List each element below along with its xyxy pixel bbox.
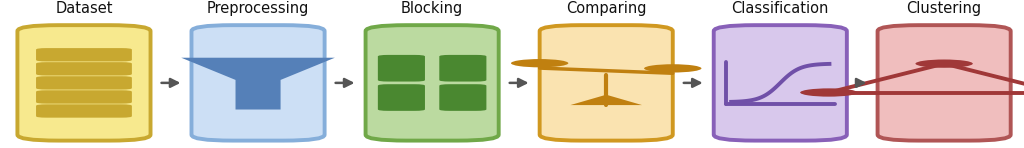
FancyBboxPatch shape	[439, 55, 486, 82]
FancyBboxPatch shape	[36, 48, 132, 61]
FancyBboxPatch shape	[378, 55, 425, 82]
FancyBboxPatch shape	[878, 25, 1011, 141]
Circle shape	[915, 59, 973, 68]
FancyBboxPatch shape	[36, 76, 132, 90]
Circle shape	[800, 88, 857, 97]
FancyBboxPatch shape	[36, 90, 132, 104]
Text: Clustering: Clustering	[906, 1, 982, 16]
Polygon shape	[181, 58, 335, 110]
Circle shape	[644, 64, 701, 73]
Text: Preprocessing: Preprocessing	[207, 1, 309, 16]
FancyBboxPatch shape	[540, 25, 673, 141]
Polygon shape	[570, 95, 642, 105]
FancyBboxPatch shape	[439, 84, 486, 111]
Text: Comparing: Comparing	[566, 1, 646, 16]
FancyBboxPatch shape	[366, 25, 499, 141]
Text: Classification: Classification	[731, 1, 829, 16]
Text: Blocking: Blocking	[401, 1, 463, 16]
Text: Dataset: Dataset	[55, 1, 113, 16]
FancyBboxPatch shape	[191, 25, 325, 141]
FancyBboxPatch shape	[36, 104, 132, 118]
FancyBboxPatch shape	[36, 62, 132, 75]
FancyBboxPatch shape	[378, 84, 425, 111]
FancyBboxPatch shape	[17, 25, 151, 141]
FancyBboxPatch shape	[714, 25, 847, 141]
Circle shape	[511, 59, 568, 67]
